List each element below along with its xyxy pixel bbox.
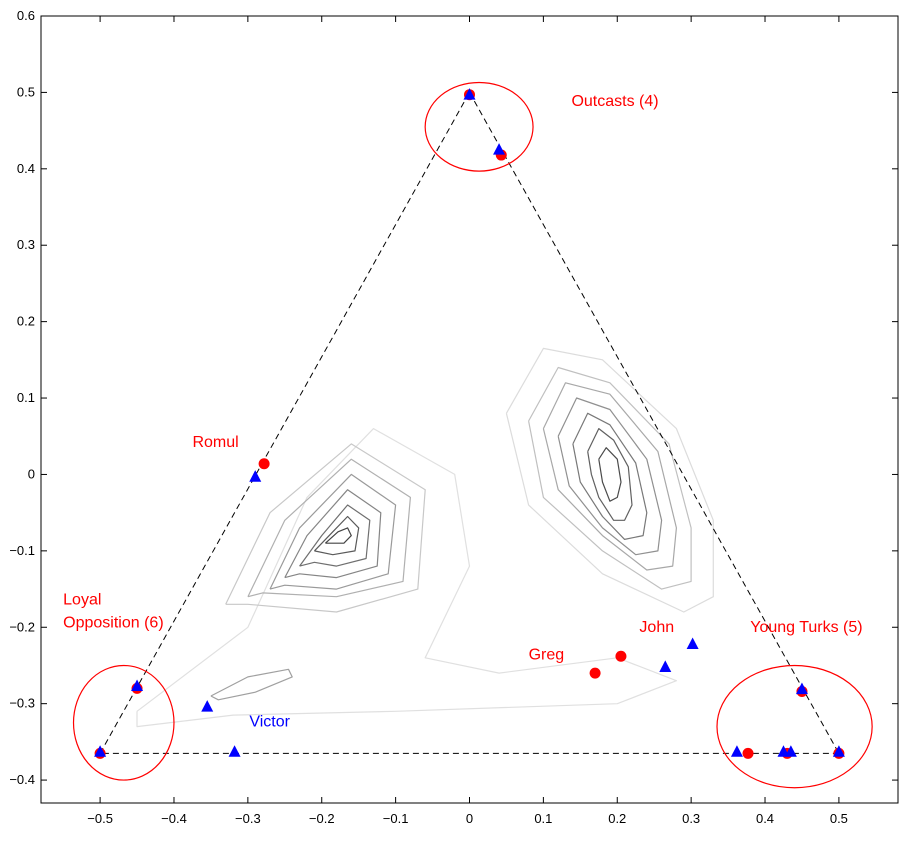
annotation-label: Opposition (6) <box>63 614 164 631</box>
contour-line-4 <box>284 489 382 579</box>
y-tick-label: −0.4 <box>9 772 35 787</box>
contour-line-8 <box>505 347 714 613</box>
contour-line-15 <box>210 668 293 701</box>
x-tick-label: −0.5 <box>87 811 113 826</box>
contour-line-9 <box>528 366 692 590</box>
y-axis-ticks: 0.6 0.5 0.4 0.3 0.2 0.1 0 −0.1 −0.2 −0.3 −0.4 <box>9 8 898 787</box>
x-tick-label: −0.2 <box>309 811 335 826</box>
data-point-circle <box>742 747 754 759</box>
annotation-label: Greg <box>529 646 565 663</box>
data-points <box>94 88 845 759</box>
annotations: Outcasts (4) Romul Loyal Opposition (6) Greg… <box>63 93 862 730</box>
data-point-triangle <box>493 143 506 155</box>
data-point-triangle <box>686 637 699 650</box>
triangle-edge-2 <box>99 92 470 754</box>
contour-line-1 <box>225 443 426 613</box>
contour-line-7 <box>324 527 352 544</box>
x-tick-label: −0.4 <box>161 811 187 826</box>
y-tick-label: 0.6 <box>17 8 35 23</box>
y-tick-label: −0.1 <box>9 543 35 558</box>
y-tick-label: 0.2 <box>17 314 35 329</box>
data-point-circle <box>258 458 270 470</box>
y-tick-label: 0 <box>28 466 35 481</box>
data-point-triangle <box>201 700 214 712</box>
y-tick-label: 0.3 <box>17 237 35 252</box>
contour-line-6 <box>313 515 360 556</box>
annotation-label: Outcasts (4) <box>571 93 658 110</box>
annotation-label: Victor <box>249 714 290 731</box>
x-tick-label: 0.3 <box>682 811 700 826</box>
data-point-triangle <box>659 660 672 672</box>
x-tick-label: −0.3 <box>235 811 261 826</box>
contour-line-11 <box>557 397 663 556</box>
triangle-edge-0 <box>469 92 840 754</box>
contour-line-5 <box>299 504 371 567</box>
contour-line-0 <box>136 428 678 728</box>
annotation-label: John <box>639 619 674 636</box>
x-tick-label: 0.1 <box>534 811 552 826</box>
x-tick-label: 0.2 <box>608 811 626 826</box>
cluster-circle-0 <box>424 81 534 172</box>
data-point-triangle <box>795 682 808 695</box>
data-point-triangle <box>131 679 144 692</box>
y-tick-label: −0.3 <box>9 696 35 711</box>
cluster-circle-1 <box>72 664 175 781</box>
contour-line-3 <box>269 473 397 590</box>
plot-area <box>40 15 899 804</box>
annotation-label: Young Turks (5) <box>750 619 862 636</box>
annotation-label: Loyal <box>63 591 101 608</box>
y-tick-label: 0.5 <box>17 84 35 99</box>
cluster-circle-2 <box>716 664 873 789</box>
contour-line-2 <box>247 458 411 598</box>
annotation-label: Romul <box>192 434 238 451</box>
data-point-triangle <box>730 745 743 757</box>
contour-line-10 <box>542 382 678 571</box>
x-tick-label: 0 <box>466 811 473 826</box>
data-point-triangle <box>228 745 241 757</box>
contour-line-13 <box>587 428 633 521</box>
cluster-circles <box>72 81 873 789</box>
y-tick-label: −0.2 <box>9 619 35 634</box>
data-point-circle <box>589 667 601 679</box>
data-point-triangle <box>832 745 845 757</box>
data-point-triangle <box>249 470 262 482</box>
data-point-triangle <box>784 745 797 757</box>
contour-line-14 <box>598 447 622 502</box>
simplex-triangle <box>99 92 840 754</box>
y-tick-label: 0.4 <box>17 161 35 176</box>
x-axis-ticks: −0.5 −0.4 −0.3 −0.2 −0.1 0 0.1 0.2 0.3 0.4 0.5 <box>87 16 848 826</box>
data-point-circle <box>615 650 627 662</box>
x-tick-label: −0.1 <box>383 811 409 826</box>
data-point-triangle <box>463 88 476 100</box>
data-point-triangle <box>94 745 107 757</box>
y-tick-label: 0.1 <box>17 390 35 405</box>
x-tick-label: 0.5 <box>830 811 848 826</box>
contour-line-12 <box>572 412 648 541</box>
x-tick-label: 0.4 <box>756 811 774 826</box>
density-contours <box>136 347 714 728</box>
